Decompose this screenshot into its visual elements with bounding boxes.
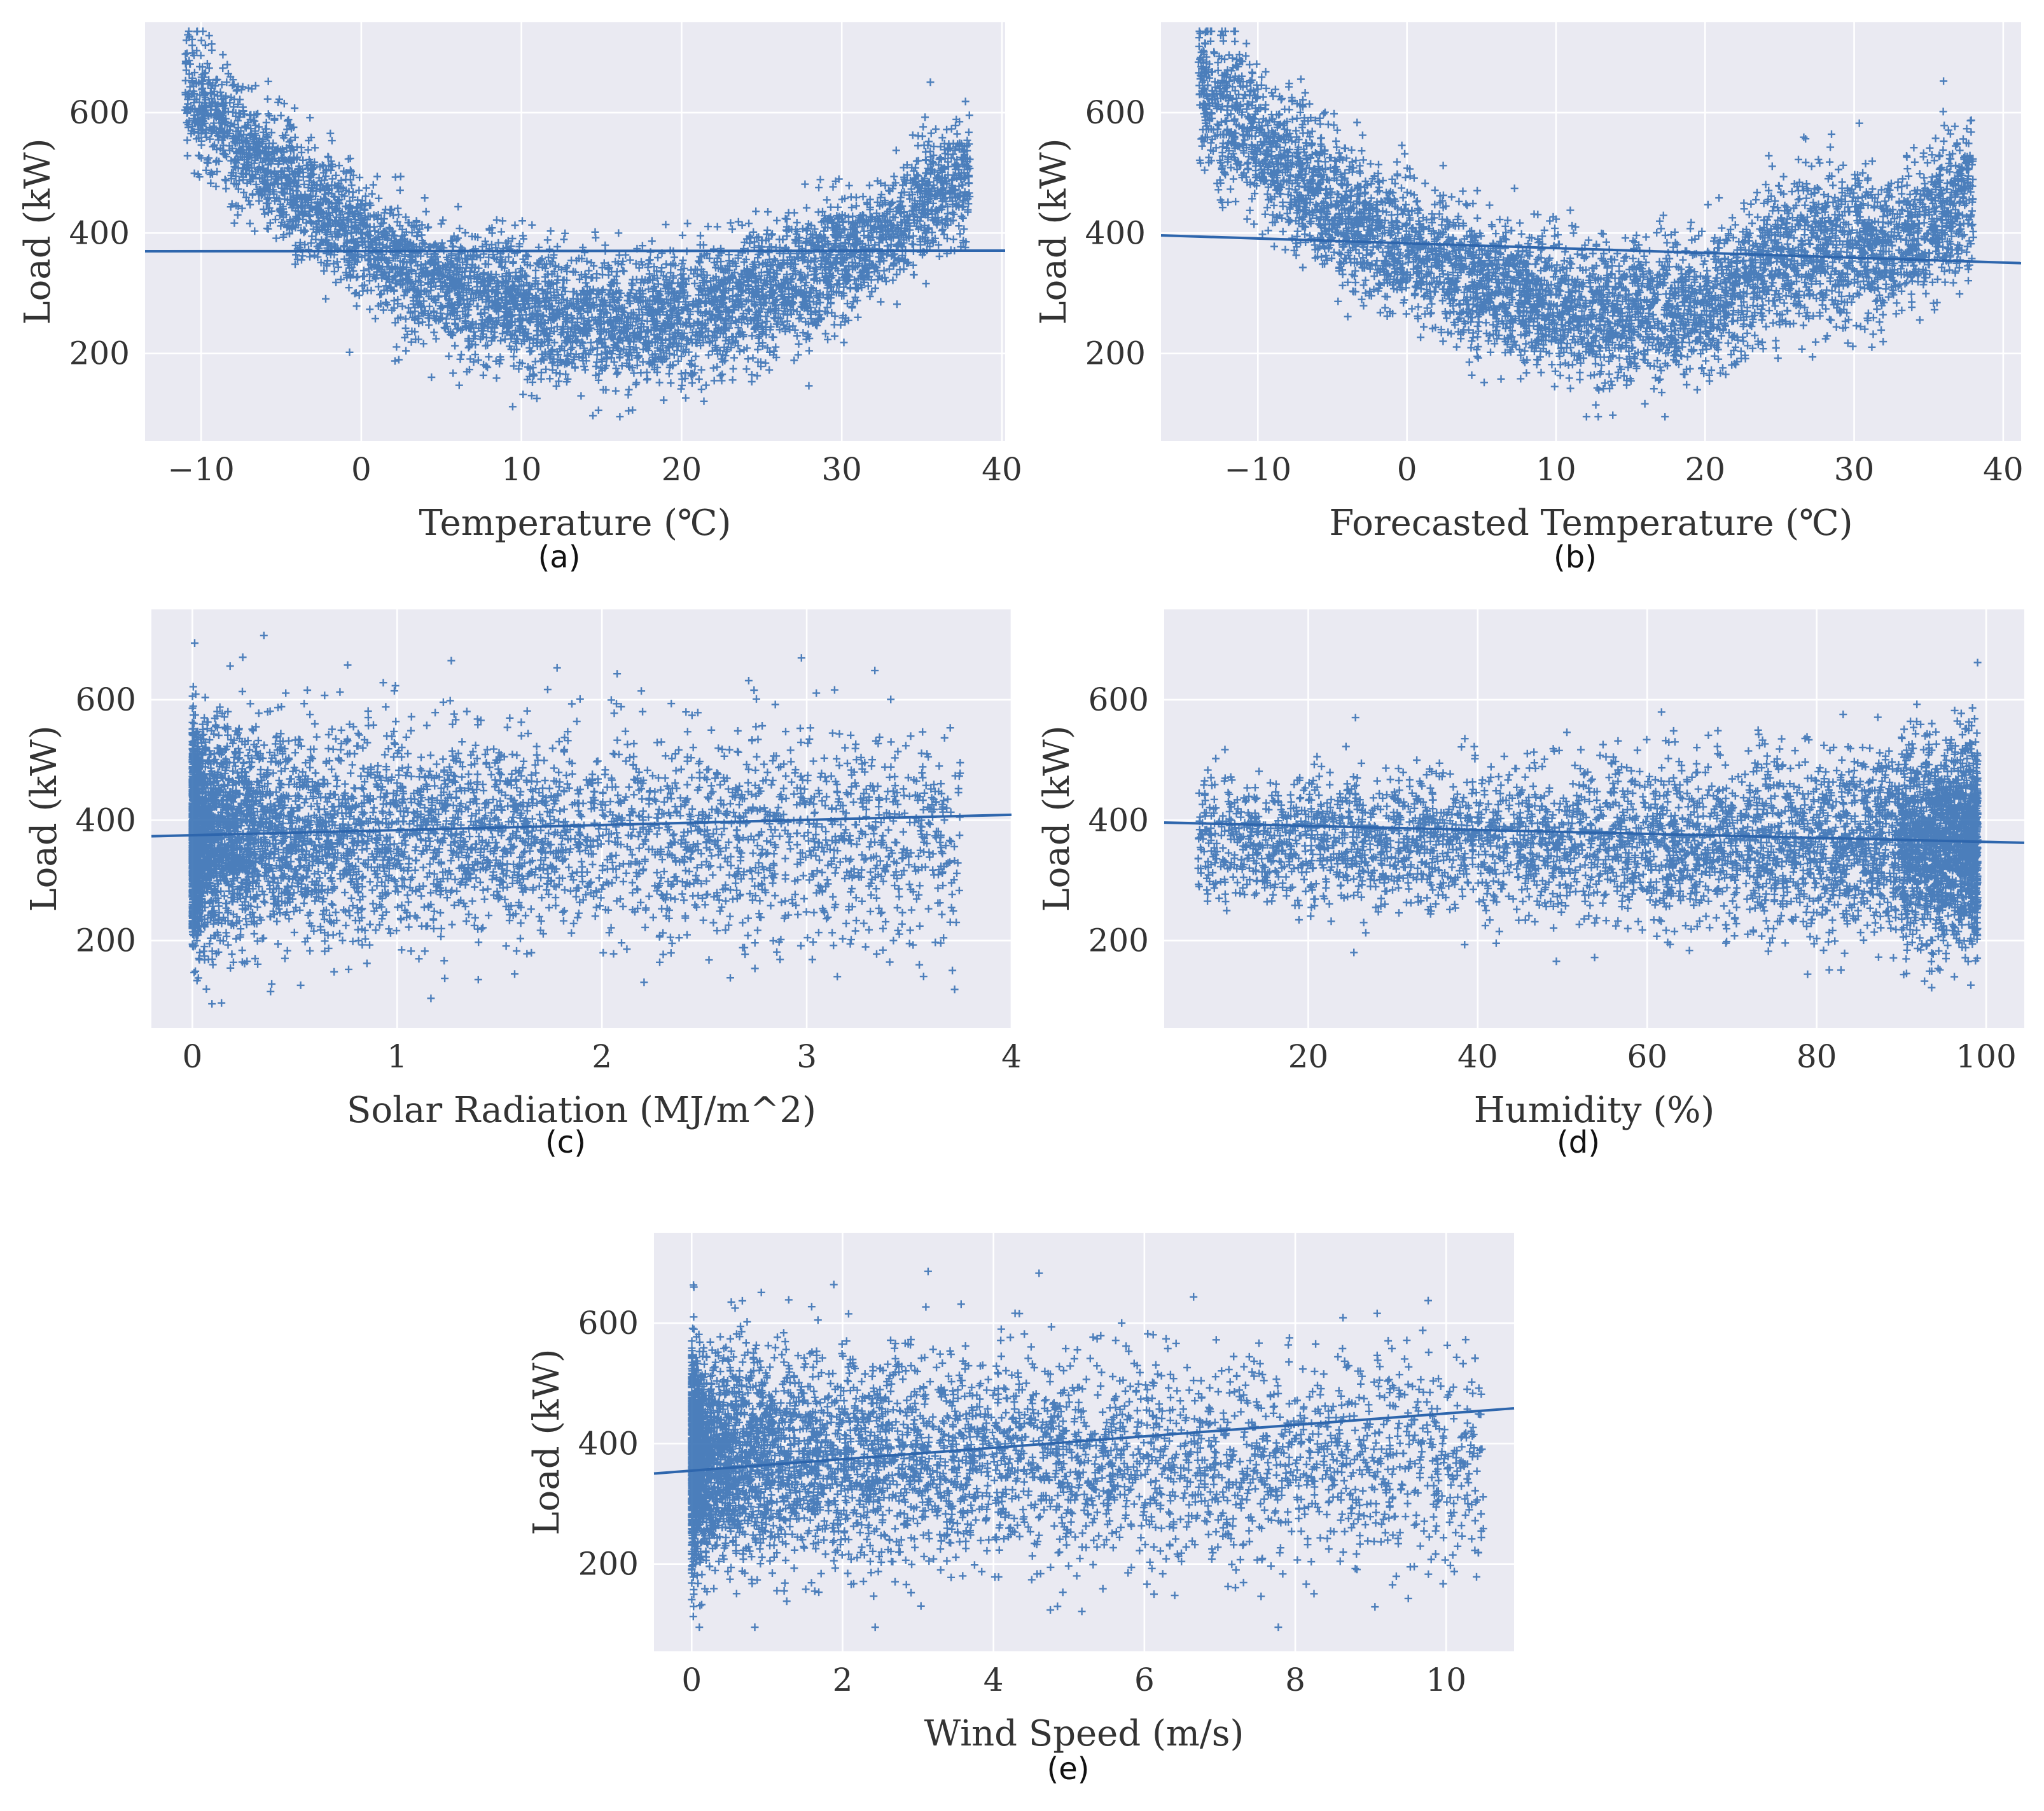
y-tick-label: 200	[1085, 335, 1146, 372]
y-tick-label: 600	[69, 94, 130, 131]
y-tick-label: 400	[1085, 214, 1146, 251]
y-tick-label: 200	[76, 922, 136, 959]
x-tick-label: 40	[982, 451, 1022, 488]
x-tick-label: −10	[1225, 451, 1292, 488]
x-tick-label: 40	[1983, 451, 2024, 488]
panel-caption: (b)	[1554, 539, 1597, 575]
x-axis-label: Humidity (%)	[1474, 1090, 1715, 1131]
x-tick-label: 30	[1834, 451, 1875, 488]
x-tick-label: 4	[984, 1662, 1004, 1698]
chart-panel-1: −10 0 10 20 30 40 200 400 600 Temperature (℃) Load…	[17, 22, 1022, 575]
panel-caption: (c)	[545, 1125, 586, 1160]
scatter-points	[1194, 658, 1982, 992]
regression-line	[653, 1406, 1515, 1475]
y-tick-label: 600	[1088, 681, 1149, 718]
scatter-points	[181, 27, 974, 421]
x-axis-label: Solar Radiation (MJ/m^2)	[347, 1090, 816, 1131]
x-tick-label: 2	[833, 1662, 853, 1698]
scatter-points	[1194, 27, 1977, 421]
x-tick-label: 10	[1426, 1662, 1466, 1698]
x-tick-label: 20	[662, 451, 702, 488]
x-tick-label: 6	[1134, 1662, 1155, 1698]
x-axis-label: Wind Speed (m/s)	[924, 1713, 1244, 1754]
x-tick-label: 20	[1288, 1038, 1329, 1075]
y-tick-label: 400	[69, 214, 130, 251]
x-tick-label: −10	[167, 451, 235, 488]
y-tick-label: 200	[69, 335, 130, 372]
y-tick-label: 400	[578, 1425, 639, 1462]
panel-caption: (e)	[1047, 1751, 1090, 1787]
x-tick-label: 10	[1536, 451, 1576, 488]
regression-line	[1160, 233, 2022, 265]
x-tick-label: 60	[1627, 1038, 1667, 1075]
x-tick-label: 80	[1797, 1038, 1837, 1075]
x-tick-label: 3	[796, 1038, 817, 1075]
x-tick-label: 2	[592, 1038, 612, 1075]
y-tick-label: 600	[76, 681, 136, 718]
regression-line	[151, 813, 1012, 838]
x-tick-label: 20	[1685, 451, 1725, 488]
y-axis-label: Load (kW)	[1033, 138, 1074, 324]
x-tick-label: 0	[351, 451, 372, 488]
chart-panel-5: 0 2 4 6 8 10 200 400 600 Wind Speed (m/s) Load (kW…	[526, 1233, 1515, 1787]
x-axis-label: Forecasted Temperature (℃)	[1329, 503, 1853, 544]
y-tick-label: 600	[578, 1305, 639, 1342]
chart-panel-2: −10 0 10 20 30 40 200 400 600 Forecasted Temperat…	[1033, 22, 2024, 575]
y-axis-label: Load (kW)	[526, 1349, 567, 1535]
scatter-points	[688, 1267, 1487, 1632]
y-axis-label: Load (kW)	[1036, 725, 1078, 912]
x-tick-label: 0	[681, 1662, 702, 1698]
x-tick-label: 4	[1001, 1038, 1022, 1075]
chart-panel-3: 0 1 2 3 4 200 400 600 Solar Radiation (MJ/m^2) Lo…	[24, 609, 1022, 1160]
x-tick-label: 100	[1956, 1038, 2016, 1075]
panel-caption: (d)	[1557, 1125, 1600, 1160]
x-axis-label: Temperature (℃)	[419, 503, 731, 544]
y-tick-label: 600	[1085, 94, 1146, 131]
y-tick-label: 400	[76, 801, 136, 838]
panel-caption: (a)	[538, 539, 581, 575]
regression-line	[1164, 821, 2025, 844]
x-tick-label: 10	[501, 451, 542, 488]
x-tick-label: 1	[387, 1038, 407, 1075]
y-axis-label: Load (kW)	[24, 725, 65, 912]
x-tick-label: 0	[1397, 451, 1417, 488]
y-axis-label: Load (kW)	[17, 138, 59, 324]
chart-panel-4: 20 40 60 80 100 200 400 600 Humidity (%) Load (kW…	[1036, 609, 2025, 1160]
x-tick-label: 8	[1285, 1662, 1305, 1698]
y-tick-label: 200	[578, 1546, 639, 1583]
x-tick-label: 30	[821, 451, 862, 488]
x-tick-label: 0	[182, 1038, 202, 1075]
x-tick-label: 40	[1457, 1038, 1498, 1075]
y-tick-label: 400	[1088, 801, 1149, 838]
y-tick-label: 200	[1088, 922, 1149, 959]
